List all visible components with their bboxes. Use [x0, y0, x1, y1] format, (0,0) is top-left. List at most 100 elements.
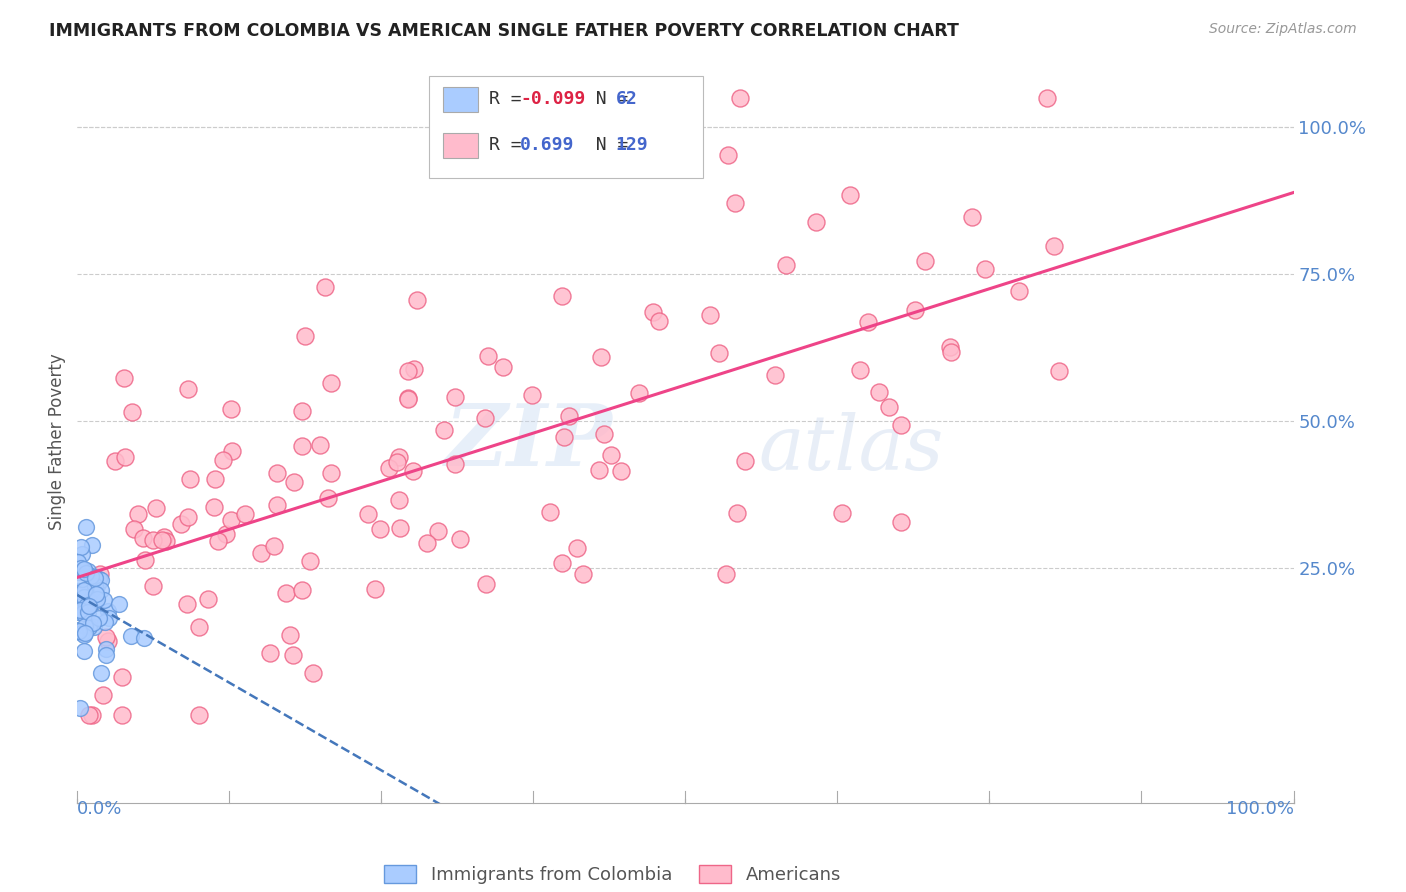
- Point: [82, 591, 104, 606]
- Point: [283, 475, 305, 489]
- Point: [86, 579, 108, 593]
- Point: [134, 553, 156, 567]
- Text: 100.0%: 100.0%: [1226, 800, 1294, 818]
- Point: [197, 591, 219, 606]
- Point: [97, 604, 120, 618]
- Point: [75, 566, 97, 581]
- Point: [75, 619, 97, 633]
- Point: [1036, 91, 1059, 105]
- Point: [259, 647, 281, 661]
- Point: [207, 534, 229, 549]
- Point: [551, 288, 574, 302]
- Point: [357, 507, 380, 521]
- Point: [77, 620, 100, 634]
- Point: [281, 648, 304, 662]
- Point: [219, 513, 242, 527]
- Point: [94, 648, 117, 662]
- Point: [588, 463, 610, 477]
- Point: [84, 587, 107, 601]
- Point: [728, 91, 751, 105]
- Point: [221, 444, 243, 458]
- Point: [70, 547, 93, 561]
- Point: [939, 345, 962, 359]
- Point: [699, 308, 721, 322]
- Point: [72, 606, 94, 620]
- Text: Source: ZipAtlas.com: Source: ZipAtlas.com: [1209, 22, 1357, 37]
- Point: [263, 539, 285, 553]
- Point: [67, 624, 90, 639]
- Point: [170, 516, 193, 531]
- Point: [112, 371, 135, 385]
- Point: [97, 611, 120, 625]
- Point: [204, 472, 226, 486]
- Point: [80, 596, 103, 610]
- Point: [396, 364, 419, 378]
- Point: [134, 631, 156, 645]
- Point: [90, 665, 112, 680]
- Point: [558, 409, 581, 424]
- Point: [93, 593, 115, 607]
- Point: [111, 707, 134, 722]
- Point: [73, 597, 96, 611]
- Point: [75, 600, 97, 615]
- Point: [318, 491, 340, 505]
- Point: [80, 568, 103, 582]
- Text: atlas: atlas: [758, 412, 943, 486]
- Point: [589, 350, 612, 364]
- Point: [94, 615, 117, 629]
- Point: [724, 195, 747, 210]
- Point: [321, 467, 343, 481]
- Point: [66, 624, 89, 638]
- Point: [290, 439, 312, 453]
- Point: [775, 258, 797, 272]
- Point: [84, 591, 107, 605]
- Point: [278, 628, 301, 642]
- Point: [120, 629, 142, 643]
- Point: [155, 533, 177, 548]
- Point: [593, 426, 616, 441]
- Point: [132, 532, 155, 546]
- Point: [831, 506, 853, 520]
- Point: [177, 382, 200, 396]
- Point: [94, 631, 117, 645]
- Point: [177, 510, 200, 524]
- Point: [402, 464, 425, 478]
- Point: [75, 596, 97, 610]
- Text: 62: 62: [616, 90, 637, 108]
- Point: [66, 583, 89, 598]
- Point: [405, 293, 427, 307]
- Text: 129: 129: [616, 136, 648, 154]
- Point: [104, 453, 127, 467]
- Point: [1047, 364, 1070, 378]
- Point: [75, 588, 97, 602]
- Point: [276, 585, 298, 599]
- Point: [142, 579, 165, 593]
- Point: [121, 405, 143, 419]
- Point: [66, 555, 89, 569]
- Point: [839, 187, 862, 202]
- Point: [90, 582, 112, 597]
- Point: [249, 546, 271, 560]
- Point: [219, 401, 242, 416]
- Point: [914, 254, 936, 268]
- Point: [211, 453, 233, 467]
- Text: IMMIGRANTS FROM COLOMBIA VS AMERICAN SINGLE FATHER POVERTY CORRELATION CHART: IMMIGRANTS FROM COLOMBIA VS AMERICAN SIN…: [49, 22, 959, 40]
- Point: [67, 565, 90, 579]
- Point: [70, 540, 93, 554]
- Point: [111, 670, 134, 684]
- Point: [70, 626, 93, 640]
- Point: [77, 599, 100, 614]
- Point: [176, 597, 198, 611]
- Point: [66, 606, 89, 620]
- Point: [378, 461, 401, 475]
- Point: [627, 385, 650, 400]
- Point: [73, 583, 96, 598]
- Point: [79, 707, 101, 722]
- Point: [426, 524, 449, 538]
- Point: [291, 404, 314, 418]
- Point: [432, 423, 454, 437]
- Point: [72, 590, 94, 604]
- Point: [73, 644, 96, 658]
- Point: [474, 576, 496, 591]
- Point: [396, 391, 419, 405]
